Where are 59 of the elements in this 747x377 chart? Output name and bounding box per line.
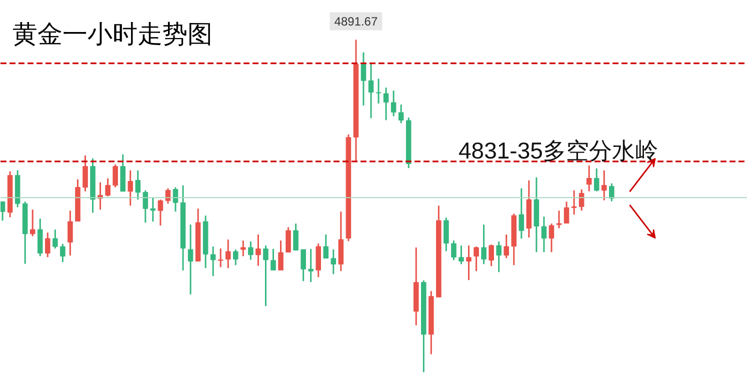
candlestick bbox=[390, 90, 396, 117]
candlestick bbox=[38, 218, 43, 257]
candlestick bbox=[256, 234, 261, 267]
candlestick bbox=[226, 238, 231, 269]
candlestick bbox=[586, 164, 592, 192]
candlestick bbox=[293, 222, 298, 251]
candlestick bbox=[112, 164, 118, 188]
candlestick bbox=[360, 52, 366, 106]
chart-title: 黄金一小时走势图 bbox=[12, 20, 212, 48]
candlestick bbox=[210, 246, 216, 277]
candlestick bbox=[330, 248, 336, 275]
ref-line-label: 4831-35多空分水岭 bbox=[458, 137, 658, 164]
candlestick bbox=[488, 244, 494, 267]
candlestick bbox=[398, 104, 404, 124]
candlestick bbox=[0, 200, 6, 222]
candlestick bbox=[383, 86, 389, 121]
candlestick bbox=[233, 248, 238, 266]
candlestick bbox=[458, 244, 464, 265]
candlestick bbox=[82, 154, 88, 192]
candlestick bbox=[60, 243, 66, 263]
candlestick bbox=[541, 216, 547, 253]
candlestick bbox=[45, 232, 50, 258]
candlestick bbox=[300, 248, 306, 282]
candlestick bbox=[270, 248, 276, 271]
candlestick bbox=[158, 198, 164, 226]
candlestick bbox=[451, 240, 456, 261]
candlestick bbox=[518, 188, 524, 240]
candlestick bbox=[316, 242, 321, 278]
candlestick bbox=[105, 178, 110, 198]
candlestick bbox=[248, 240, 254, 261]
candlestick bbox=[496, 240, 502, 273]
candlestick bbox=[263, 244, 268, 307]
candlestick bbox=[278, 240, 284, 271]
candlestick bbox=[571, 190, 577, 216]
candlestick bbox=[556, 210, 562, 229]
candlestick bbox=[564, 200, 570, 224]
candlestick bbox=[128, 170, 133, 206]
candlestick bbox=[142, 190, 148, 224]
candlestick bbox=[474, 246, 479, 272]
candlestick bbox=[466, 244, 472, 281]
candlestick bbox=[30, 208, 36, 237]
annotation: 4891.67 bbox=[334, 14, 378, 29]
candlestick bbox=[52, 228, 58, 250]
candlestick bbox=[308, 248, 314, 283]
candlestick bbox=[188, 224, 194, 296]
candlestick bbox=[286, 226, 291, 253]
candlestick bbox=[609, 182, 614, 202]
candlestick bbox=[323, 234, 329, 259]
candlestick bbox=[602, 170, 607, 202]
candlestick bbox=[218, 248, 224, 268]
candlestick bbox=[444, 216, 449, 252]
candlestick bbox=[135, 170, 141, 200]
candlestick bbox=[504, 234, 509, 259]
candlestick bbox=[481, 224, 486, 265]
candlestick bbox=[548, 222, 554, 253]
candlestick bbox=[68, 210, 73, 256]
candlestick bbox=[368, 62, 374, 119]
candlestick bbox=[240, 240, 246, 257]
candlestick bbox=[594, 168, 600, 192]
